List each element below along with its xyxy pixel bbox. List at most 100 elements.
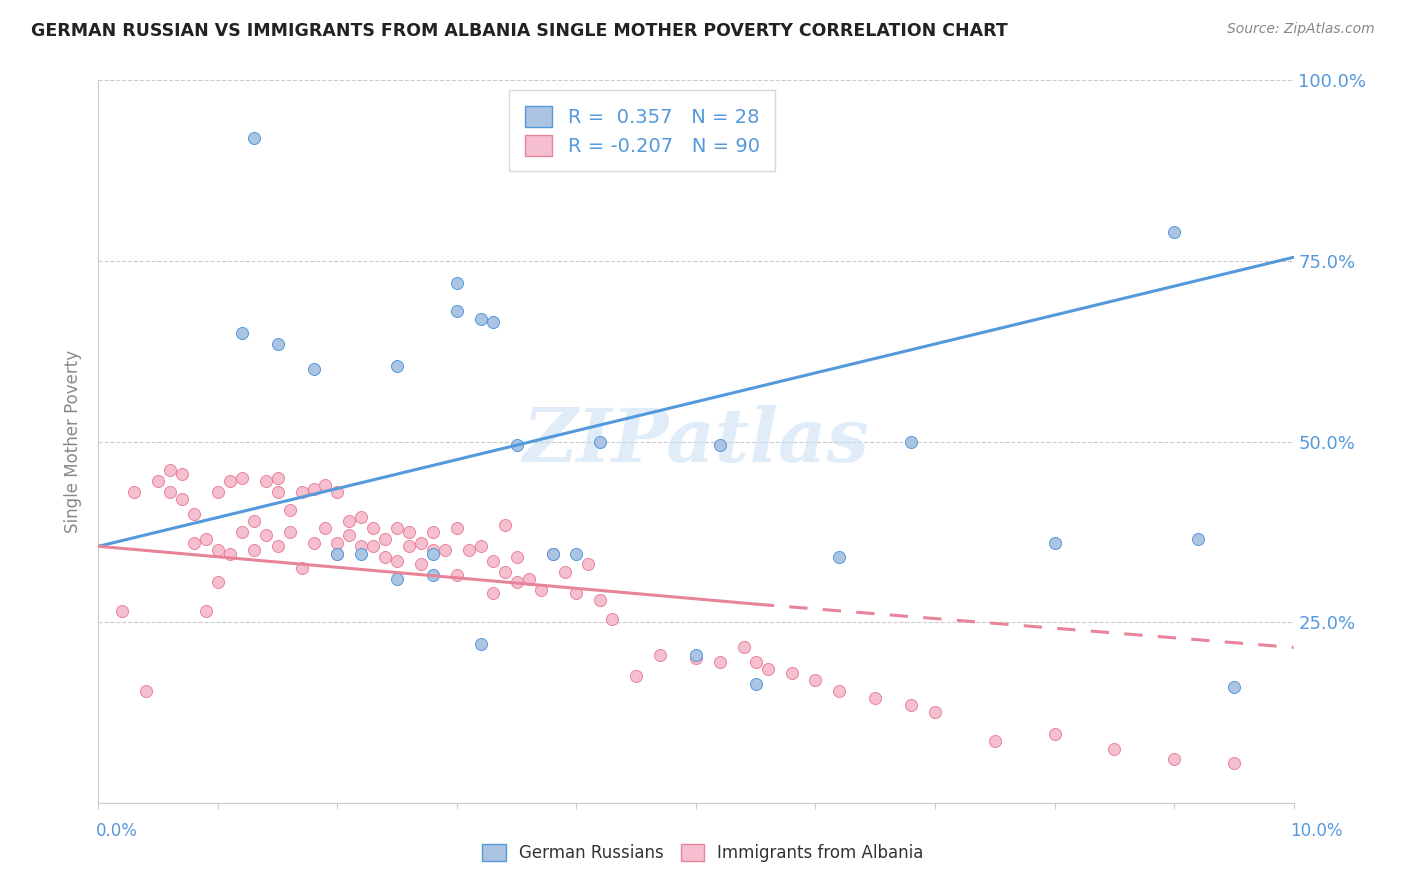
Point [565,547,588,561]
Point [482,315,505,329]
Text: ZIPatlas: ZIPatlas [523,405,869,478]
Point [900,434,922,449]
Point [578,558,600,572]
Point [482,586,505,600]
Point [278,503,301,517]
Point [339,514,361,528]
Point [302,482,325,496]
Point [159,463,181,477]
Point [506,550,529,565]
Point [422,542,444,557]
Point [780,665,803,680]
Point [446,304,468,318]
Point [302,535,325,549]
Point [422,568,444,582]
Point [326,535,349,549]
Point [111,604,134,618]
Point [172,467,194,481]
Point [231,524,253,539]
Point [172,492,194,507]
Point [685,648,707,662]
Legend: R =  0.357   N = 28, R = -0.207   N = 90: R = 0.357 N = 28, R = -0.207 N = 90 [509,90,775,171]
Point [924,706,946,720]
Point [326,547,349,561]
Point [422,547,444,561]
Point [219,475,242,489]
Point [195,604,218,618]
Point [231,470,253,484]
Point [745,655,768,669]
Point [385,572,409,586]
Point [506,438,529,452]
Point [363,521,385,535]
Text: GERMAN RUSSIAN VS IMMIGRANTS FROM ALBANIA SINGLE MOTHER POVERTY CORRELATION CHAR: GERMAN RUSSIAN VS IMMIGRANTS FROM ALBANI… [31,22,1008,40]
Text: Source: ZipAtlas.com: Source: ZipAtlas.com [1227,22,1375,37]
Point [733,640,755,655]
Text: 10.0%: 10.0% [1291,822,1343,840]
Point [756,662,779,676]
Point [267,470,290,484]
Point [470,311,492,326]
Point [1223,680,1246,694]
Point [385,359,409,373]
Point [828,683,851,698]
Point [159,485,181,500]
Point [411,535,433,549]
Y-axis label: Single Mother Poverty: Single Mother Poverty [65,350,83,533]
Point [363,539,385,553]
Point [589,593,612,607]
Point [219,547,242,561]
Point [385,521,409,535]
Point [530,582,553,597]
Point [602,611,624,625]
Point [1187,532,1209,546]
Point [541,547,564,561]
Point [494,517,516,532]
Point [411,558,433,572]
Point [1043,535,1066,549]
Point [446,521,468,535]
Point [422,524,444,539]
Point [254,475,277,489]
Point [195,532,218,546]
Point [350,547,373,561]
Point [315,478,337,492]
Point [267,337,290,351]
Point [398,539,420,553]
Point [446,276,468,290]
Point [374,550,396,565]
Point [685,651,707,665]
Point [506,575,529,590]
Point [589,434,612,449]
Point [339,528,361,542]
Point [243,514,266,528]
Point [267,539,290,553]
Point [254,528,277,542]
Point [326,547,349,561]
Point [709,438,731,452]
Point [374,532,396,546]
Point [865,691,887,706]
Point [565,586,588,600]
Point [745,676,768,690]
Point [326,485,349,500]
Point [278,524,301,539]
Point [135,683,157,698]
Point [458,542,481,557]
Text: 0.0%: 0.0% [96,822,138,840]
Point [650,648,672,662]
Point [984,734,1007,748]
Point [243,131,266,145]
Point [243,542,266,557]
Point [434,542,457,557]
Point [494,565,516,579]
Point [517,572,540,586]
Point [207,542,229,557]
Point [900,698,922,713]
Point [804,673,827,687]
Point [207,485,229,500]
Point [470,637,492,651]
Point [1043,727,1066,741]
Point [398,524,420,539]
Point [350,539,373,553]
